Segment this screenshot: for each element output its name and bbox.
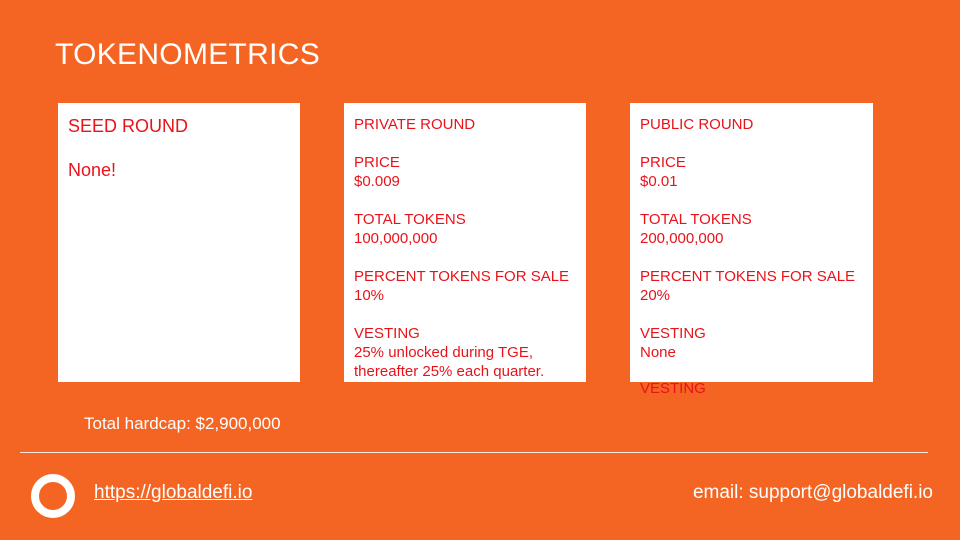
public-total-tokens-field: TOTAL TOKENS 200,000,000 (640, 210, 863, 248)
public-vesting-field: VESTING None (640, 324, 863, 362)
private-total-tokens-value: 100,000,000 (354, 230, 438, 247)
footer-divider (20, 452, 928, 453)
public-price-value: $0.01 (640, 173, 678, 190)
ring-logo-icon (31, 474, 75, 518)
public-percent-field: PERCENT TOKENS FOR SALE 20% (640, 267, 863, 305)
website-link[interactable]: https://globaldefi.io (94, 482, 253, 503)
public-percent-label: PERCENT TOKENS FOR SALE (640, 268, 856, 285)
support-email: email: support@globaldefi.io (692, 482, 933, 503)
public-round-heading: PUBLIC ROUND (640, 116, 754, 133)
private-round-card: PRIVATE ROUND PRICE $0.009 TOTAL TOKENS … (344, 103, 586, 382)
private-price-label: PRICE (354, 154, 400, 171)
public-price-label: PRICE (640, 154, 686, 171)
private-vesting-field: VESTING 25% unlocked during TGE, thereaf… (354, 324, 576, 381)
seed-round-card: SEED ROUND None! (58, 103, 300, 382)
public-total-tokens-value: 200,000,000 (640, 230, 724, 247)
private-total-tokens-label: TOTAL TOKENS (354, 211, 466, 228)
private-percent-field: PERCENT TOKENS FOR SALE 10% (354, 267, 576, 305)
public-price-field: PRICE $0.01 (640, 153, 863, 191)
public-vesting-overflow-label: VESTING (640, 380, 706, 397)
seed-round-heading: SEED ROUND (68, 116, 189, 136)
private-price-field: PRICE $0.009 (354, 153, 576, 191)
slide-title: TOKENOMETRICS (55, 38, 321, 71)
public-vesting-value: None (640, 344, 676, 361)
public-total-tokens-label: TOTAL TOKENS (640, 211, 752, 228)
seed-round-text: None! (68, 160, 117, 180)
private-vesting-label: VESTING (354, 325, 420, 342)
private-price-value: $0.009 (354, 173, 400, 190)
private-total-tokens-field: TOTAL TOKENS 100,000,000 (354, 210, 576, 248)
public-round-card: PUBLIC ROUND PRICE $0.01 TOTAL TOKENS 20… (630, 103, 873, 397)
private-round-heading: PRIVATE ROUND (354, 116, 476, 133)
total-hardcap: Total hardcap: $2,900,000 (84, 414, 281, 433)
public-vesting-label: VESTING (640, 325, 706, 342)
public-percent-value: 20% (640, 287, 671, 304)
private-percent-label: PERCENT TOKENS FOR SALE (354, 268, 570, 285)
private-percent-value: 10% (354, 287, 385, 304)
private-vesting-value: 25% unlocked during TGE, thereafter 25% … (354, 344, 545, 380)
